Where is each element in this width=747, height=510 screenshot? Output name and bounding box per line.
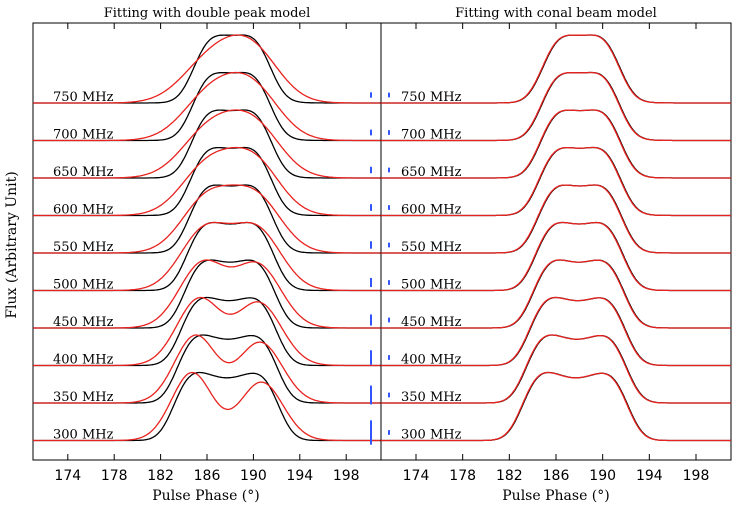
model-profile-400-MHz [381,296,731,367]
model-profile-750-MHz [381,34,731,104]
frequency-label: 650 MHz [53,165,114,180]
frequency-label: 700 MHz [401,128,462,143]
model-profile-650-MHz [381,109,731,179]
frequency-label: 500 MHz [53,278,114,293]
panel-double-peak: Fitting with double peak model 174 178 182 1… [32,6,382,484]
frequency-label: 350 MHz [401,390,462,405]
x-tick-label: 178 [101,468,128,484]
x-axis-label-right: Pulse Phase (°) [502,488,609,504]
frequency-label: 600 MHz [53,203,114,218]
frequency-label: 750 MHz [53,90,114,105]
x-tick-label: 186 [194,468,221,484]
x-tick-label: 178 [449,468,476,484]
model-profile-300-MHz [33,371,381,442]
frequency-label: 500 MHz [401,278,462,293]
model-profile-450-MHz [381,259,731,329]
x-tick-label: 174 [54,468,81,484]
model-profile-700-MHz [381,71,731,142]
model-profile-300-MHz [381,371,731,442]
x-tick-label: 194 [286,468,313,484]
x-tick-label: 186 [543,468,570,484]
frequency-label: 700 MHz [53,128,114,143]
frequency-label: 450 MHz [53,315,114,330]
x-tick-label: 190 [589,468,616,484]
frequency-label: 600 MHz [401,203,462,218]
frequency-label: 300 MHz [53,428,114,443]
frequency-label: 400 MHz [401,353,462,368]
x-tick-label: 198 [683,468,710,484]
x-axis-label-left: Pulse Phase (°) [152,488,259,504]
frequency-label: 550 MHz [53,240,114,255]
frequency-label: 350 MHz [53,390,114,405]
model-profile-550-MHz [381,184,731,254]
model-profile-550-MHz [33,184,381,254]
frequency-label: 300 MHz [401,428,462,443]
panel-conal-beam: Fitting with conal beam model 174 178 182 18… [380,6,732,484]
frequency-label: 450 MHz [401,315,462,330]
model-profile-500-MHz [33,221,381,292]
x-tick-label: 174 [403,468,430,484]
model-profile-650-MHz [33,109,381,179]
x-tick-label: 198 [333,468,360,484]
model-profile-600-MHz [381,146,731,217]
x-tick-label: 182 [147,468,174,484]
model-profile-600-MHz [33,146,381,217]
frequency-label: 750 MHz [401,90,462,105]
model-profile-450-MHz [33,259,381,329]
x-tick-label: 182 [496,468,523,484]
frequency-label: 650 MHz [401,165,462,180]
y-axis-label: Flux (Arbitrary Unit) [4,171,20,318]
chart-title: Fitting with conal beam model [455,6,657,21]
x-tick-label: 190 [240,468,267,484]
x-tick-label: 194 [636,468,663,484]
chart-title: Fitting with double peak model [104,6,311,21]
model-profile-350-MHz [33,334,381,404]
model-profile-350-MHz [381,334,731,404]
model-profile-700-MHz [33,71,381,142]
frequency-label: 550 MHz [401,240,462,255]
model-profile-500-MHz [381,221,731,292]
model-profile-750-MHz [33,34,381,104]
frequency-label: 400 MHz [53,353,114,368]
model-profile-400-MHz [33,296,381,367]
